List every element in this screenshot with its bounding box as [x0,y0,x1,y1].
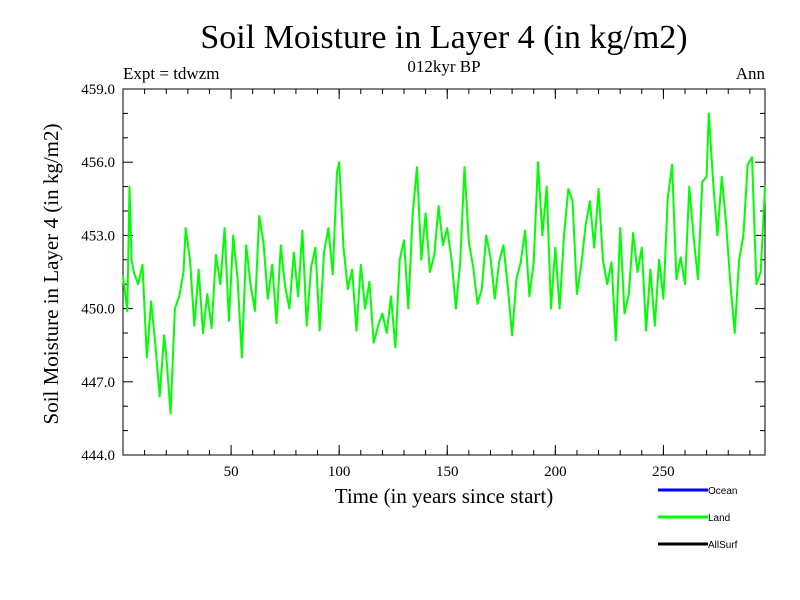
y-tick-label: 453.0 [81,228,115,244]
y-tick-label: 447.0 [81,375,115,391]
legend-label-allsurf: AllSurf [708,540,738,551]
x-tick-label: 250 [652,464,675,480]
x-tick-label: 100 [328,464,351,480]
y-tick-label: 444.0 [81,448,115,464]
experiment-label: Expt = tdwzm [123,64,219,83]
season-label: Ann [736,64,766,83]
y-axis-label: Soil Moisture in Layer 4 (in kg/m2) [39,124,63,425]
y-tick-label: 456.0 [81,155,115,171]
x-tick-label: 50 [224,464,239,480]
plot-frame [122,88,766,456]
y-tick-label: 459.0 [81,82,115,98]
x-tick-label: 150 [436,464,459,480]
x-tick-label: 200 [544,464,567,480]
y-tick-label: 450.0 [81,302,115,318]
x-axis-label: Time (in years since start) [335,484,554,508]
series-line-land [122,112,766,415]
legend-label-ocean: Ocean [708,486,737,497]
chart-subtitle: 012kyr BP [407,57,480,76]
chart-title: Soil Moisture in Layer 4 (in kg/m2) [200,19,687,56]
legend-label-land: Land [708,513,730,524]
